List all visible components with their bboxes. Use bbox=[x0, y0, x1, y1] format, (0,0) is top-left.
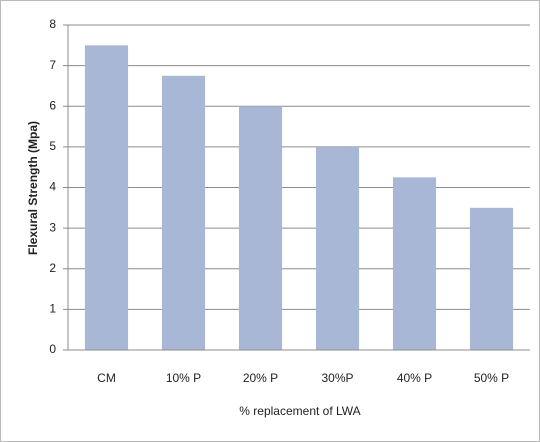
bar bbox=[315, 146, 360, 350]
y-tick-label: 6 bbox=[49, 98, 56, 112]
y-axis-label: Flexural Strength (Mpa) bbox=[26, 121, 40, 255]
x-tick-label: 40% P bbox=[397, 371, 432, 385]
x-tick-label: CM bbox=[97, 371, 116, 385]
y-tick-label: 8 bbox=[49, 17, 56, 31]
bar bbox=[238, 106, 283, 350]
y-tick-label: 0 bbox=[49, 342, 56, 356]
x-tick-label: 10% P bbox=[166, 371, 201, 385]
bar bbox=[392, 177, 437, 350]
y-tick-label: 3 bbox=[49, 220, 56, 234]
bar bbox=[161, 75, 206, 350]
y-tick-label: 7 bbox=[49, 58, 56, 72]
y-tick-label: 4 bbox=[49, 180, 56, 194]
y-tick-label: 1 bbox=[49, 302, 56, 316]
x-tick-label: 30%P bbox=[321, 371, 353, 385]
x-tick-label: 50% P bbox=[474, 371, 509, 385]
y-tick-label: 5 bbox=[49, 139, 56, 153]
bar bbox=[84, 45, 129, 350]
y-tick-label: 2 bbox=[49, 261, 56, 275]
x-axis-label: % replacement of LWA bbox=[239, 404, 360, 418]
x-tick-label: 20% P bbox=[243, 371, 278, 385]
bar bbox=[469, 207, 514, 350]
